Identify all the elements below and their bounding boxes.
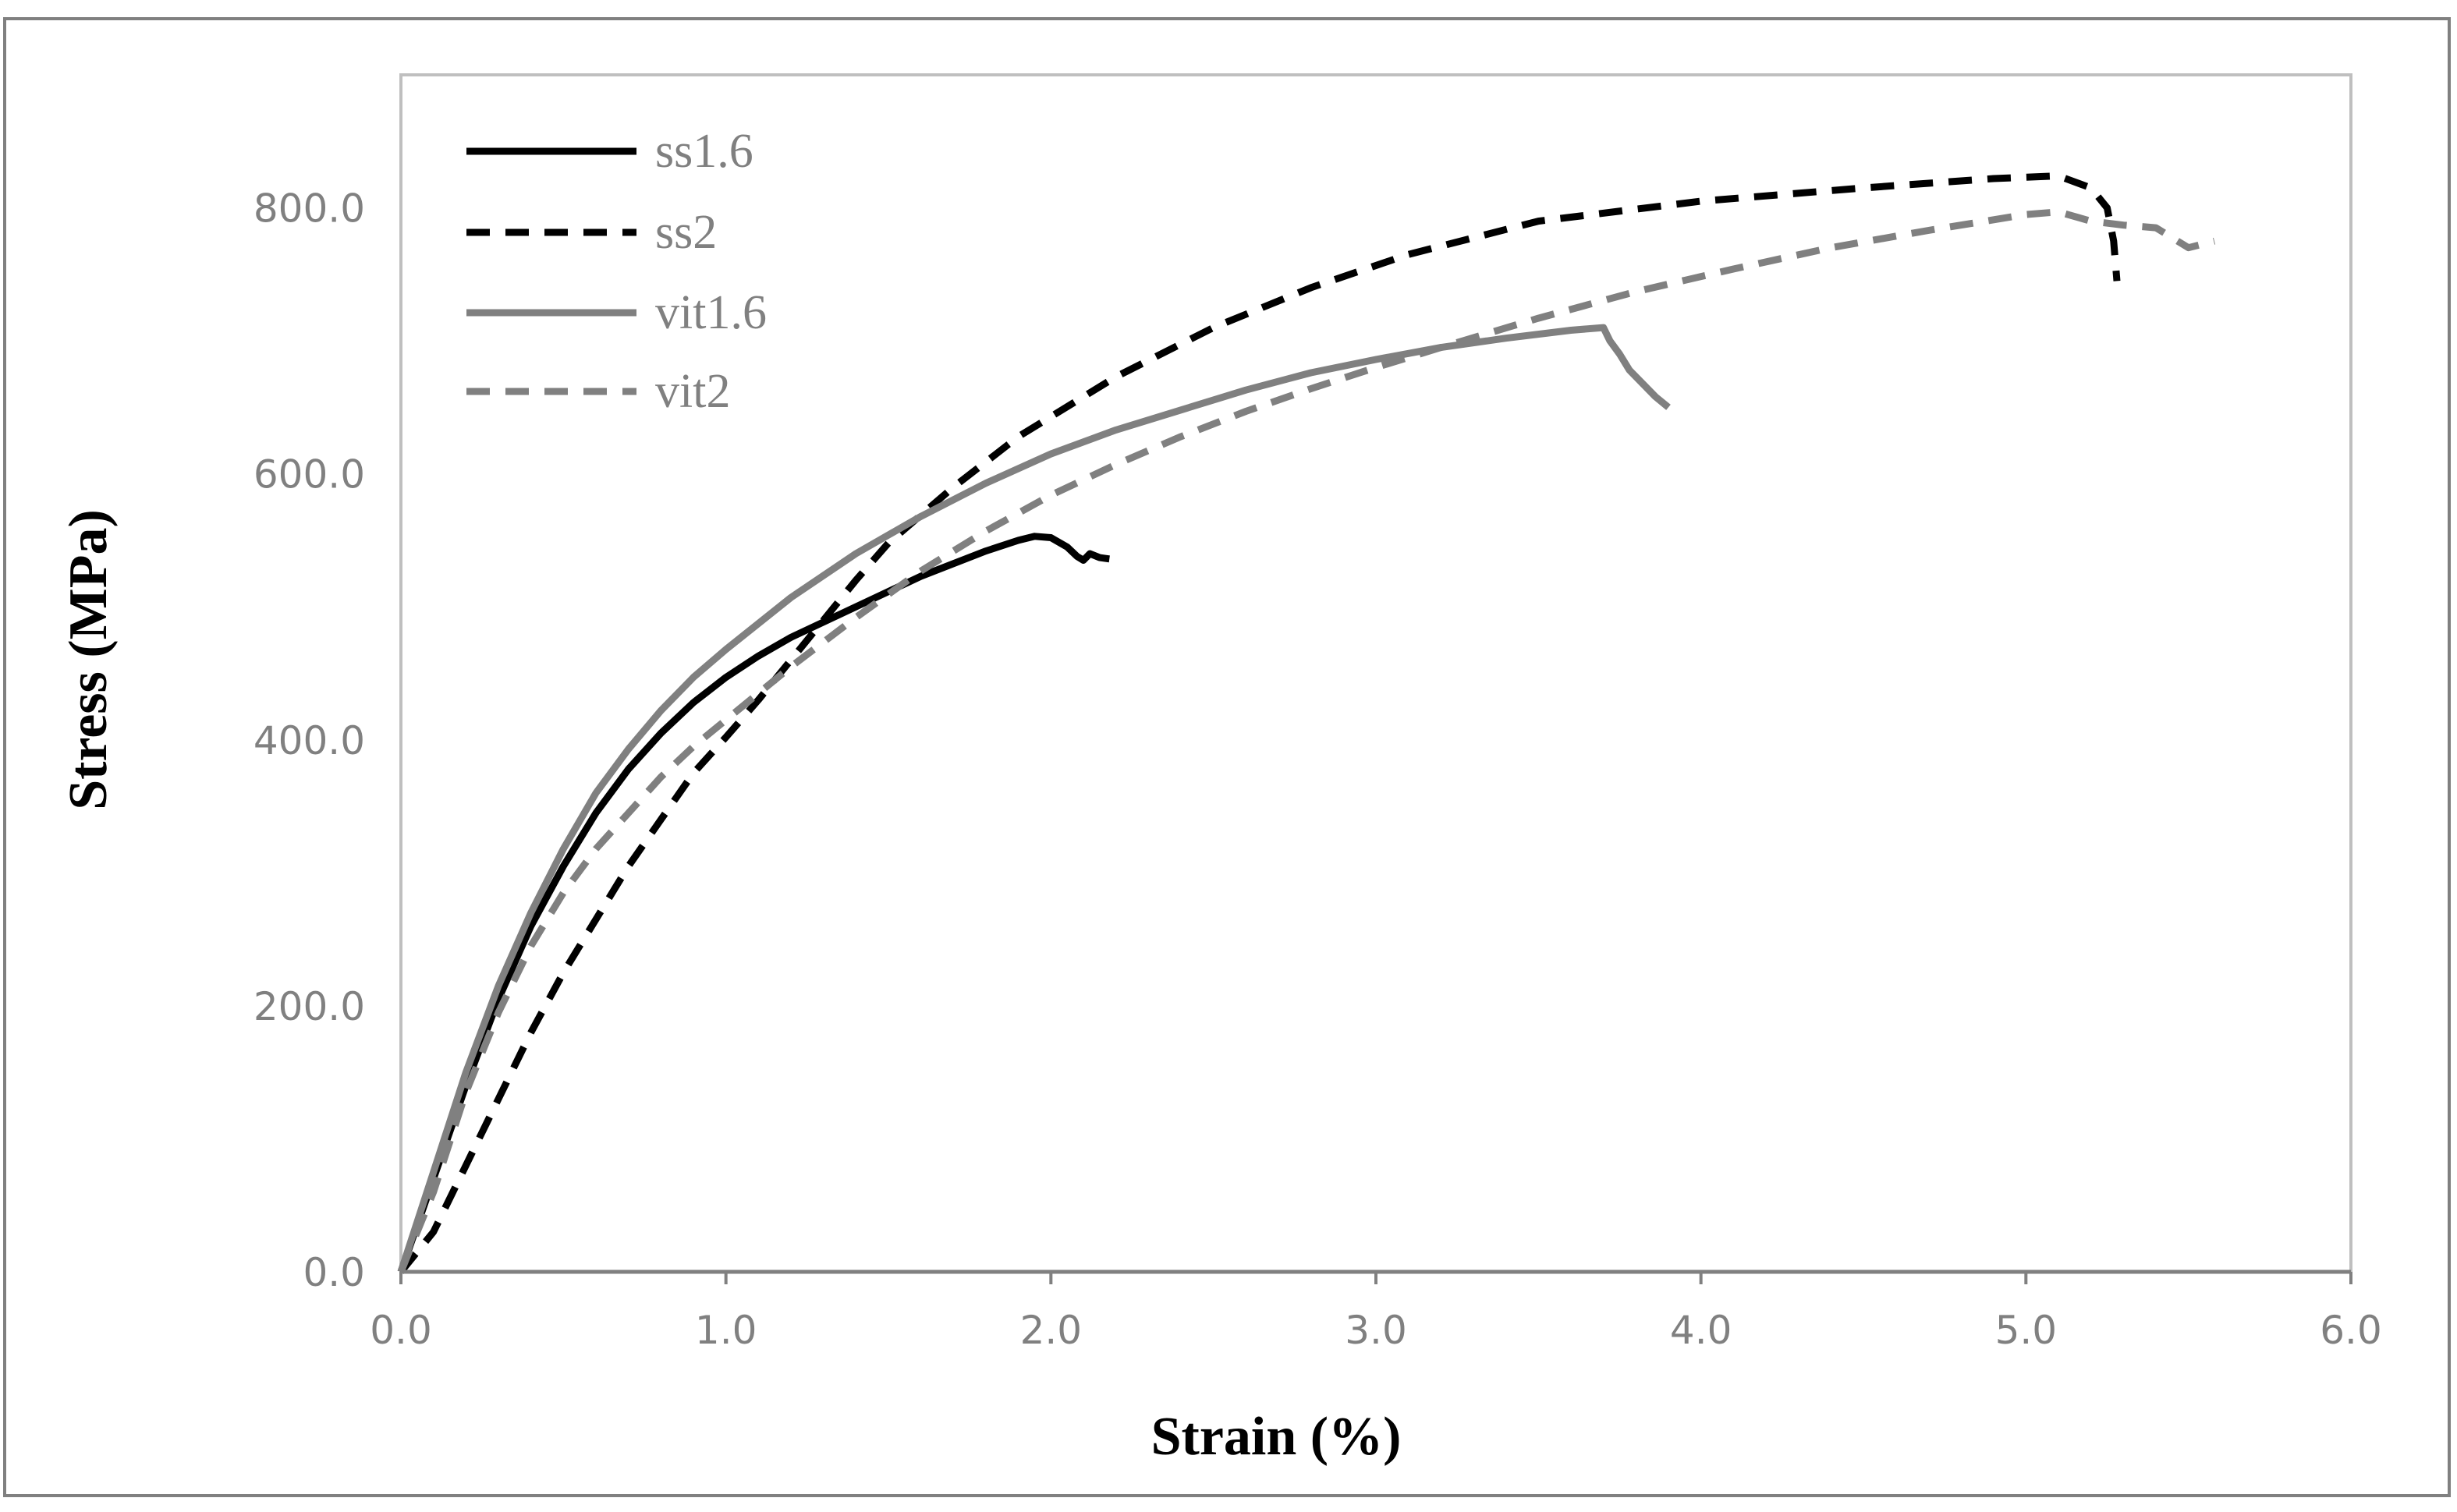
- legend-item-ss2: ss2: [466, 206, 717, 259]
- y-tick-label: 0.0: [303, 1250, 365, 1295]
- x-tick-layer: 0.0 1.0 2.0 3.0 4.0 5.0 6.0: [370, 1272, 2382, 1353]
- x-tick-label: 2.0: [1020, 1308, 1083, 1353]
- x-tick-label: 3.0: [1345, 1308, 1407, 1353]
- x-tick-label: 5.0: [1995, 1308, 2058, 1353]
- legend-item-ss1.6: ss1.6: [466, 125, 753, 178]
- x-tick-label: 1.0: [695, 1308, 757, 1353]
- y-tick-label: 400.0: [254, 718, 365, 763]
- x-tick-label: 6.0: [2320, 1308, 2382, 1353]
- x-tick-label: 4.0: [1670, 1308, 1732, 1353]
- legend-label-vit2: vit2: [655, 365, 730, 418]
- chart-outer-frame: [3, 17, 2451, 1497]
- series-line-vit1.6: [397, 324, 1671, 1273]
- legend-item-vit2: vit2: [466, 365, 730, 418]
- series-line-ss2: [398, 172, 2121, 1274]
- x-axis-title: Strain (%): [1151, 1407, 1402, 1467]
- series-line-ss1.6: [397, 533, 1110, 1273]
- y-tick-label: 600.0: [254, 452, 365, 498]
- y-tick-layer: 0.0 200.0 400.0 600.0 800.0: [254, 186, 365, 1295]
- series-line-vit2: [397, 208, 2216, 1273]
- legend-item-vit1.6: vit1.6: [466, 286, 767, 339]
- legend-label-ss2: ss2: [655, 206, 717, 259]
- y-tick-label: 800.0: [254, 186, 365, 232]
- legend: ss1.6 ss2 vit1.6 vit2: [466, 125, 767, 418]
- legend-label-ss1.6: ss1.6: [655, 125, 753, 178]
- y-tick-label: 200.0: [254, 984, 365, 1029]
- legend-label-vit1.6: vit1.6: [655, 286, 767, 339]
- series-layer: [397, 172, 2216, 1274]
- x-tick-label: 0.0: [370, 1308, 432, 1353]
- y-axis-title: Stress (MPa): [58, 509, 119, 810]
